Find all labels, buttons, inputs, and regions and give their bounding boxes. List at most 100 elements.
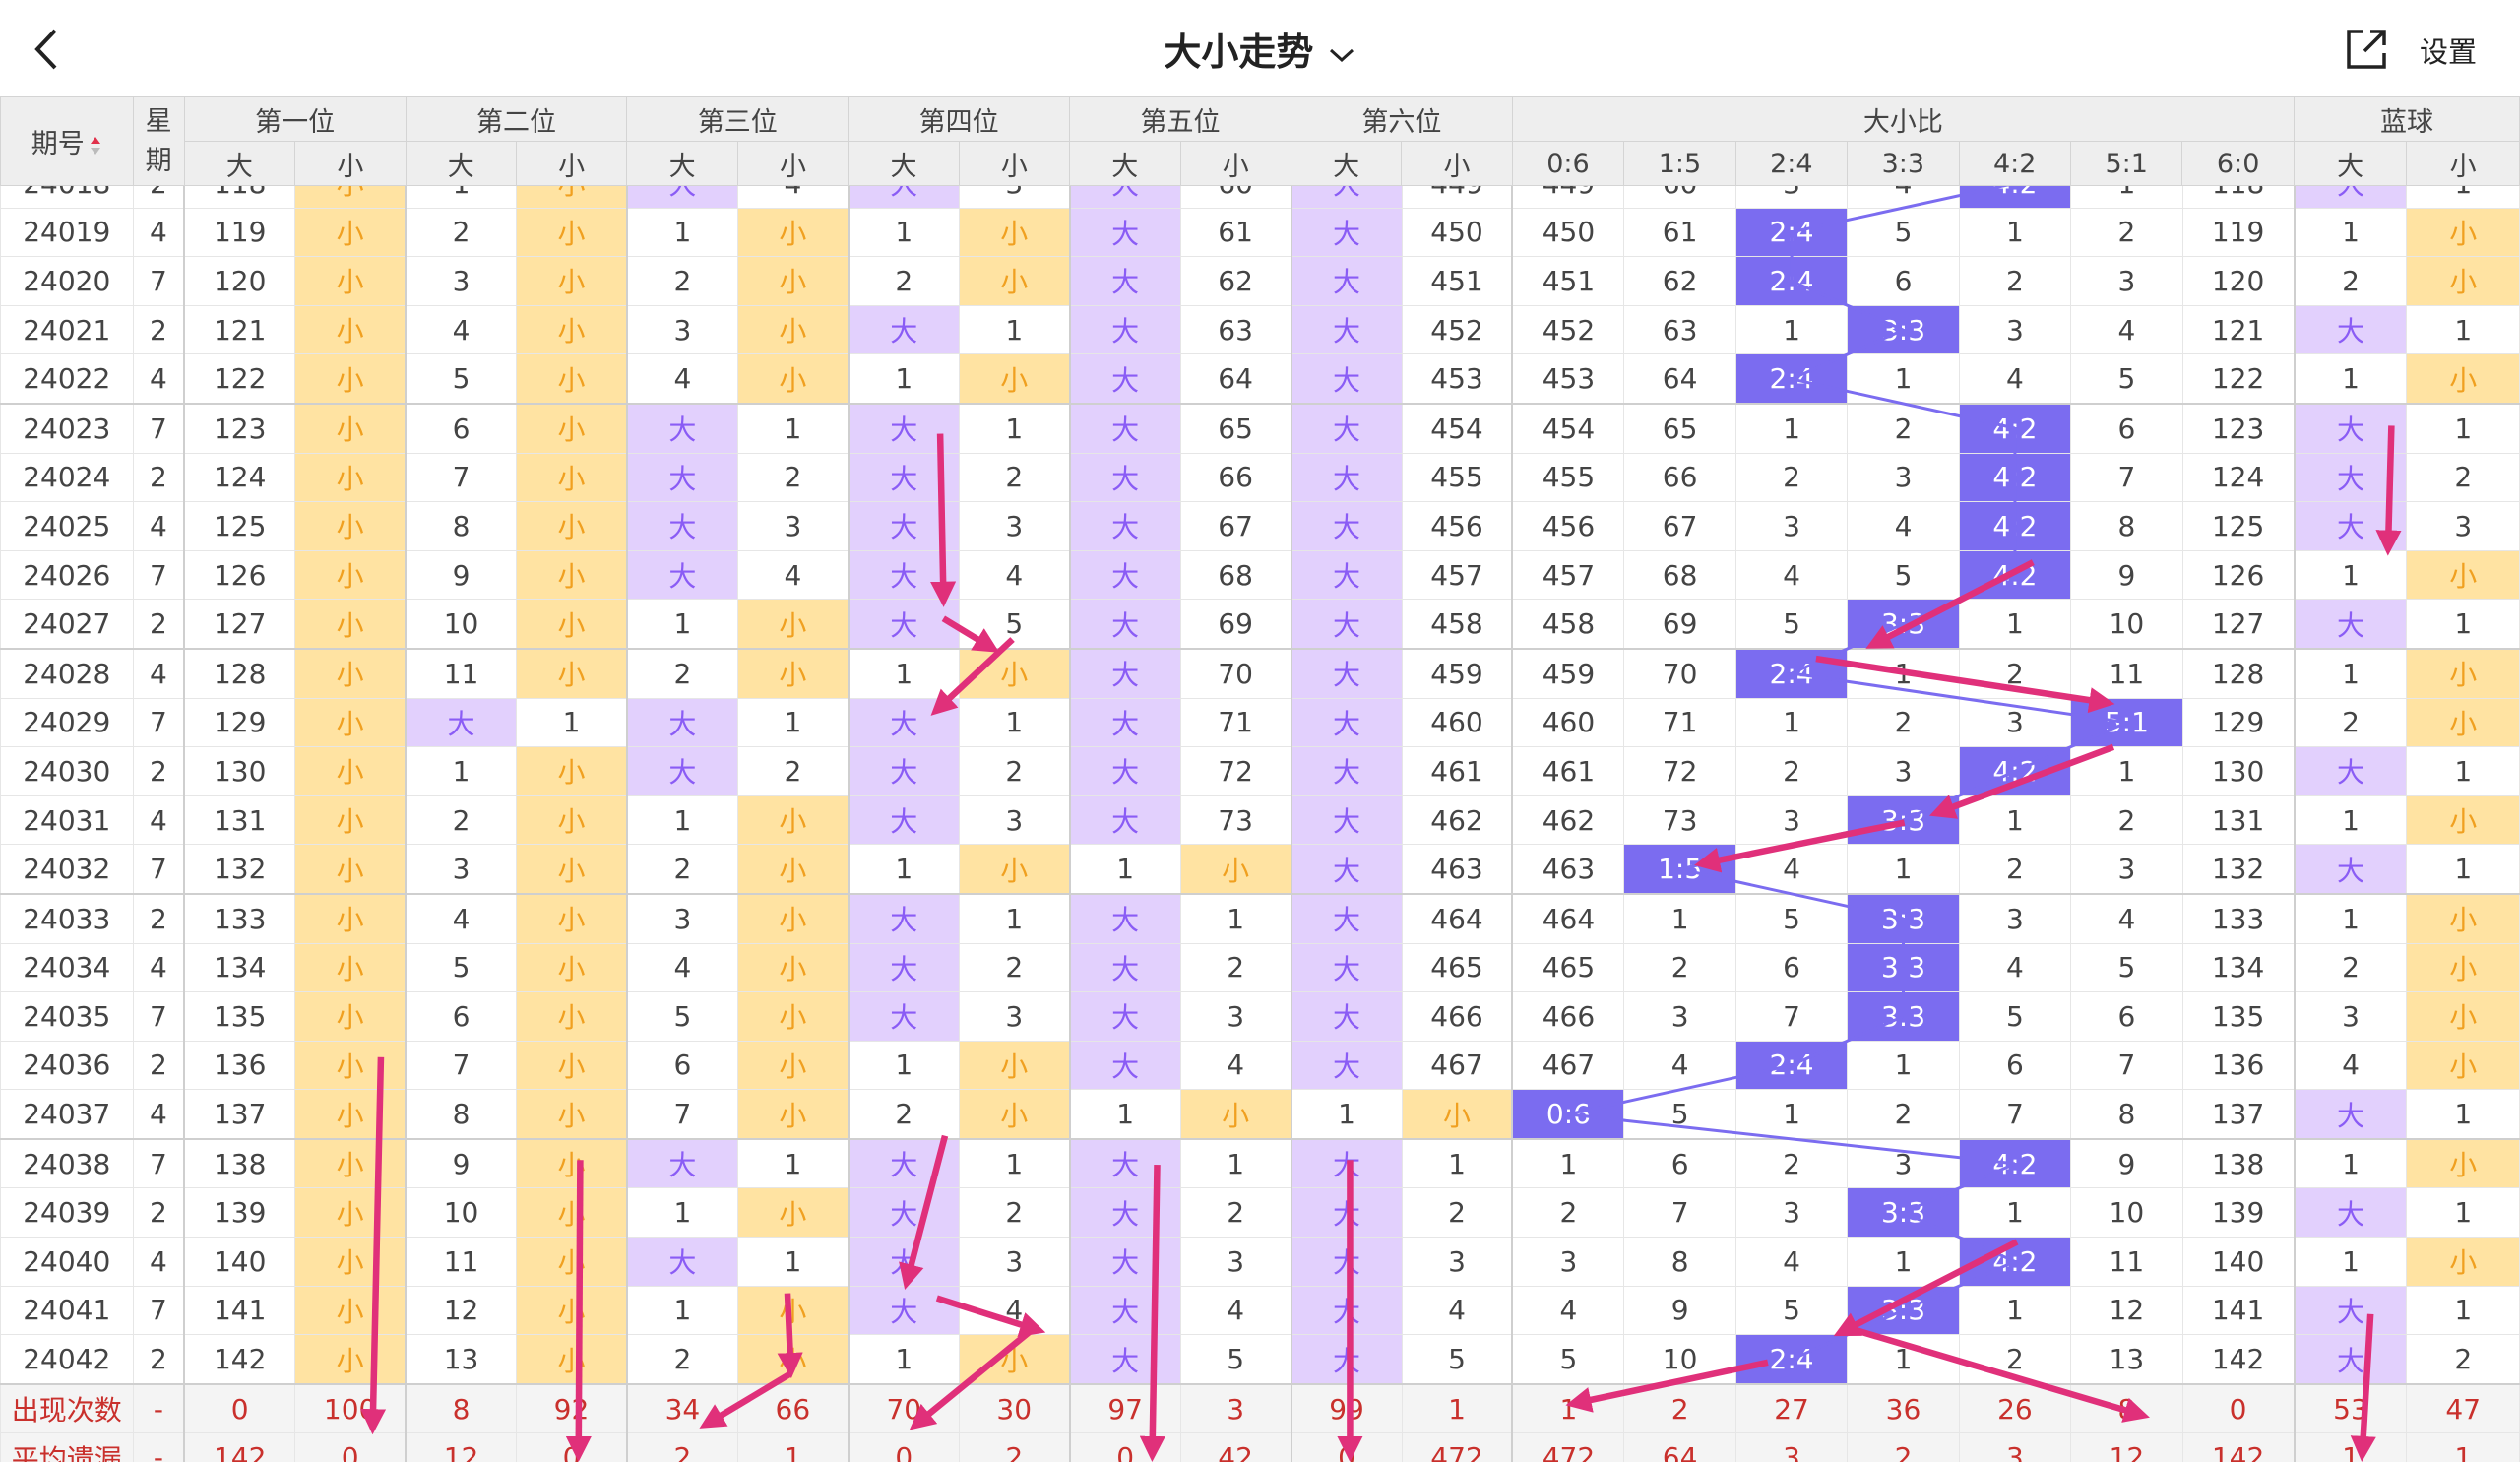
cell: 1: [1068, 1089, 1181, 1140]
cell: 62: [1179, 256, 1292, 306]
cell: 3: [625, 893, 738, 944]
cell: 135: [2181, 991, 2296, 1042]
cell: 大: [847, 452, 960, 503]
cell: 1: [2406, 1187, 2520, 1239]
cell: 453: [1511, 353, 1625, 405]
cell: 61: [1179, 207, 1292, 258]
cell: 463: [1401, 844, 1513, 895]
cell: 142: [183, 1334, 296, 1385]
cell: 5:1: [2070, 697, 2183, 748]
sort-icon[interactable]: [89, 135, 102, 157]
sub-header: 大: [2293, 141, 2408, 186]
dropdown-icon: [1329, 48, 1354, 63]
cell: 137: [2181, 1089, 2296, 1140]
cell: 450: [1511, 207, 1625, 258]
cell: 1: [1958, 1187, 2072, 1239]
cell: 大: [847, 599, 960, 650]
cell: 10: [2070, 1187, 2183, 1239]
share-icon[interactable]: [2343, 26, 2390, 73]
cell: 1: [1958, 795, 2072, 846]
cell: 大: [847, 746, 960, 796]
cell: 3: [1734, 186, 1849, 209]
cell: 1: [2406, 403, 2520, 454]
cell: 1: [2406, 186, 2520, 209]
cell: 69: [1179, 599, 1292, 650]
cell: 3:3: [1847, 304, 1960, 355]
cell: 3: [405, 256, 518, 306]
week-cell: 7: [132, 1285, 185, 1336]
cell: 小: [1401, 1089, 1513, 1140]
cell: 小: [516, 942, 628, 993]
cell: 1: [2293, 1237, 2408, 1287]
summary-cell: 8: [2070, 1383, 2183, 1434]
cell: 大: [1290, 844, 1403, 895]
issue-cell: 24020: [0, 256, 134, 306]
summary-cell: 472: [1401, 1432, 1513, 1462]
cell: 小: [736, 207, 850, 258]
cell: 大: [2293, 501, 2408, 551]
cell: 2: [2070, 207, 2183, 258]
cell: 460: [1401, 697, 1513, 748]
back-button[interactable]: [28, 25, 67, 74]
cell: 1: [1847, 353, 1960, 405]
data-row: 24039 2 139 小 10 小 1 小大 2 大 2 大 2 2 7 3 3:3 1 10 139 大 1: [0, 1187, 2520, 1239]
summary-cell: 0: [183, 1383, 296, 1434]
cell: 1: [958, 893, 1071, 944]
cell: 小: [736, 942, 850, 993]
cell: 119: [183, 207, 296, 258]
cell: 小: [294, 599, 407, 650]
cell: 3: [1179, 991, 1292, 1042]
cell: 135: [183, 991, 296, 1042]
cell: 5: [1623, 1089, 1736, 1140]
cell: 9: [405, 549, 518, 601]
cell: 73: [1623, 795, 1736, 846]
cell: 小: [294, 304, 407, 355]
cell: 60: [1623, 186, 1736, 209]
cell: 2:4: [1734, 353, 1849, 405]
cell: 5: [1847, 207, 1960, 258]
cell: 10: [405, 599, 518, 650]
cell: 小: [294, 746, 407, 796]
title[interactable]: 大小走势: [0, 22, 2520, 76]
cell: 125: [2181, 501, 2296, 551]
cell: 大: [1068, 304, 1181, 355]
cell: 118: [2181, 186, 2296, 209]
cell: 4:2: [1958, 1237, 2072, 1287]
summary-cell: 3: [1734, 1432, 1849, 1462]
cell: 2: [1847, 403, 1960, 454]
cell: 1: [736, 697, 850, 748]
summary-cell: 70: [847, 1383, 960, 1434]
cell: 小: [294, 697, 407, 748]
cell: 大: [1068, 648, 1181, 699]
cell: 458: [1401, 599, 1513, 650]
cell: 大: [1068, 991, 1181, 1042]
cell: 1: [2293, 207, 2408, 258]
settings-button[interactable]: 设置: [2420, 35, 2478, 69]
issue-cell: 24034: [0, 942, 134, 993]
cell: 4: [1734, 549, 1849, 601]
cell: 4:2: [1958, 549, 2072, 601]
cell: 小: [736, 648, 850, 699]
cell: 13: [2070, 1334, 2183, 1385]
cell: 小: [516, 599, 628, 650]
cell: 138: [2181, 1138, 2296, 1189]
cell: 小: [516, 549, 628, 601]
cell: 小: [294, 1089, 407, 1140]
cell: 小: [294, 549, 407, 601]
cell: 1: [1847, 844, 1960, 895]
data-row: 24019 4 119 小 2 小 1 小 1 小大 61 大 450 450 61 2:4 5 1 2 119 1 小: [0, 207, 2520, 258]
data-row: 24032 7 132 小 3 小 2 小 1 小 1 小大 463 463 1:5 4 1 2 3 132 大 1: [0, 844, 2520, 895]
cell: 137: [183, 1089, 296, 1140]
cell: 1: [1401, 1138, 1513, 1189]
cell: 大: [847, 403, 960, 454]
cell: 4: [1847, 186, 1960, 209]
cell: 小: [736, 893, 850, 944]
cell: 466: [1401, 991, 1513, 1042]
sub-header: 大: [1069, 141, 1181, 186]
cell: 0:6: [1511, 1089, 1625, 1140]
cell: 4:2: [1958, 186, 2072, 209]
cell: 小: [736, 256, 850, 306]
cell: 2:4: [1734, 1040, 1849, 1091]
cell: 8: [405, 1089, 518, 1140]
cell: 小: [736, 1187, 850, 1239]
